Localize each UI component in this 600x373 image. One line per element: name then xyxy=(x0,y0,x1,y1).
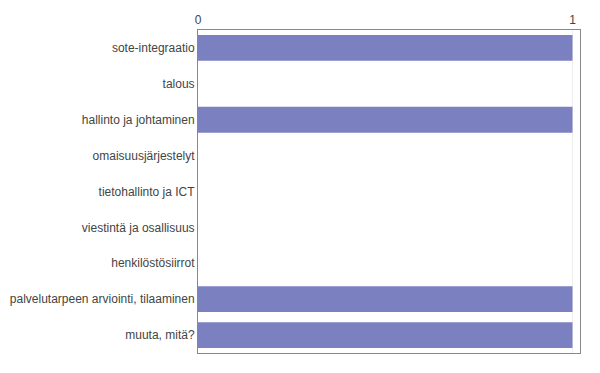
svg-text:tietohallinto ja ICT: tietohallinto ja ICT xyxy=(99,185,196,199)
svg-text:muuta, mitä?: muuta, mitä? xyxy=(125,328,195,342)
svg-text:1: 1 xyxy=(569,13,576,27)
svg-text:viestintä ja osallisuus: viestintä ja osallisuus xyxy=(82,221,195,235)
svg-text:0: 0 xyxy=(195,13,202,27)
svg-text:talous: talous xyxy=(163,77,195,91)
svg-text:sote-integraatio: sote-integraatio xyxy=(112,41,195,55)
svg-text:palvelutarpeen arviointi, tila: palvelutarpeen arviointi, tilaaminen xyxy=(10,292,195,306)
svg-text:henkilöstösiirrot: henkilöstösiirrot xyxy=(111,256,195,270)
svg-text:hallinto ja johtaminen: hallinto ja johtaminen xyxy=(82,113,195,127)
svg-text:omaisuusjärjestelyt: omaisuusjärjestelyt xyxy=(93,149,196,163)
